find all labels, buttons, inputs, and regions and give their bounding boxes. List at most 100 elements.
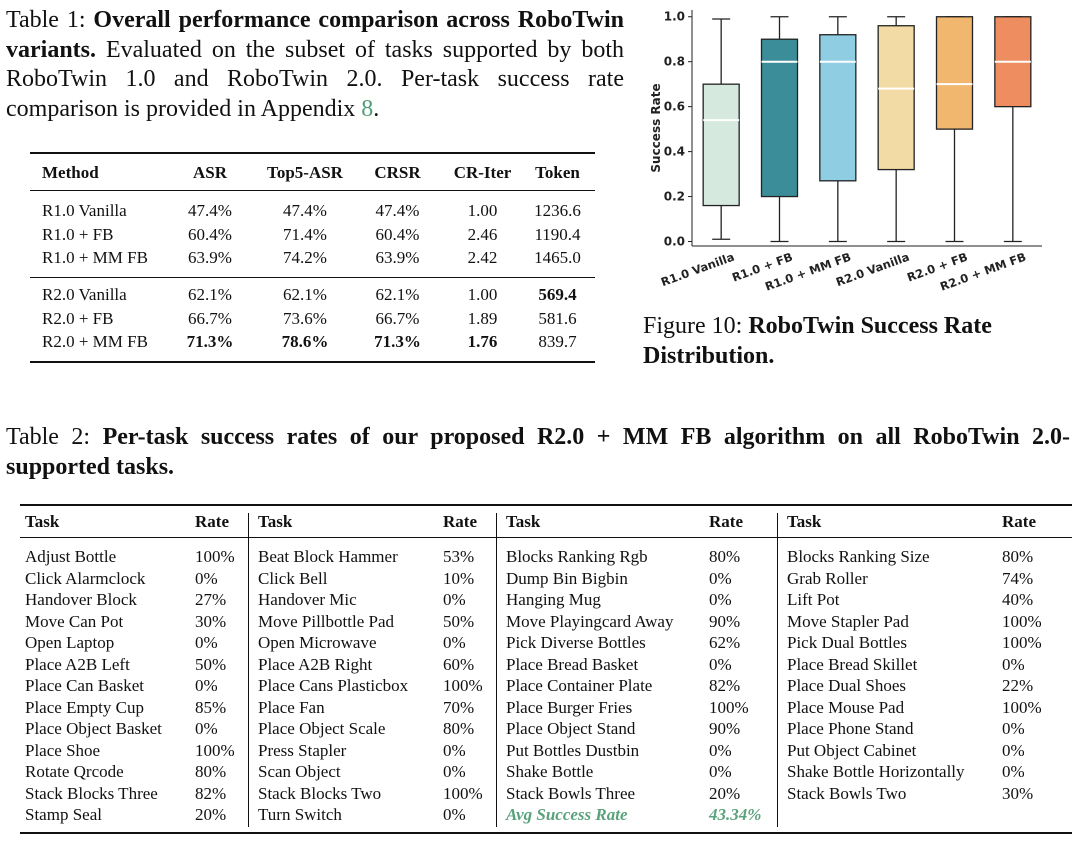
cell: ASR [192, 163, 227, 182]
cell: Place Cans Plasticbox [258, 676, 409, 695]
rule [20, 504, 1072, 506]
cell: R1.0 + MM FB [42, 248, 148, 267]
cell: 0% [443, 740, 466, 760]
cell: 0% [1002, 762, 1025, 781]
cell: Rotate Qrcode [25, 762, 124, 781]
cell: R1.0 + FB [42, 224, 114, 244]
cell: 1.00 [467, 201, 498, 220]
rule [777, 513, 778, 827]
cell: 0% [1002, 740, 1025, 760]
cell: Dump Bin Bigbin [506, 568, 628, 588]
cell: Blocks Ranking Rgb [506, 547, 648, 566]
cell: Beat Block Hammer [258, 547, 398, 566]
cell: 30% [1002, 783, 1034, 803]
box [760, 38, 799, 198]
cell: Method [42, 163, 99, 182]
cell: Grab Roller [787, 568, 868, 588]
box [819, 34, 857, 182]
cell: 1465.0 [534, 248, 581, 267]
cell: 0% [709, 654, 732, 674]
cell: 74% [1002, 568, 1034, 588]
cell: Stamp Seal [25, 805, 102, 824]
cell: Click Bell [258, 568, 328, 588]
caption-end: . [373, 95, 380, 122]
cell: Place Phone Stand [787, 719, 914, 738]
cell: Place Fan [258, 697, 325, 717]
cell: Place A2B Left [25, 654, 130, 674]
cell: 100% [195, 547, 235, 566]
cell: Press Stapler [258, 740, 347, 760]
cell: Task [25, 512, 60, 531]
caption-text: Evaluated on the subset of tasks support… [6, 36, 624, 122]
cell: Move Pillbottle Pad [258, 611, 394, 631]
caption-label: Table 1: [6, 7, 86, 33]
cell: Scan Object [258, 762, 341, 781]
cell: 62.1% [375, 285, 420, 304]
cell: Place Bread Basket [506, 654, 639, 674]
cell: Place Bread Skillet [787, 654, 918, 674]
rule [30, 277, 595, 278]
rule [30, 361, 595, 363]
rule [496, 513, 497, 827]
cell: Shake Bottle [506, 762, 594, 781]
cell: 100% [195, 740, 235, 760]
cell: Lift Pot [787, 590, 840, 609]
cell: 62% [709, 633, 741, 652]
cell: 1236.6 [534, 201, 581, 220]
appendix-ref[interactable]: 8 [361, 95, 374, 122]
cell: 100% [709, 697, 749, 717]
cell: 0% [195, 676, 218, 695]
cell: 100% [443, 676, 483, 695]
cell: 0% [709, 568, 732, 588]
cell: Stack Blocks Two [258, 783, 382, 803]
cell: Handover Mic [258, 590, 357, 609]
cell: 62.1% [188, 285, 232, 304]
cell: 30% [195, 611, 227, 631]
cell: 100% [1002, 633, 1042, 652]
cell: Place Object Basket [25, 719, 162, 738]
cell: Stack Bowls Three [506, 783, 636, 803]
cell: Hanging Mug [506, 590, 601, 609]
cell: 2.46 [467, 224, 498, 244]
rule [20, 832, 1072, 834]
cell: Handover Block [25, 590, 137, 609]
cell: 85% [195, 697, 227, 717]
cell: R2.0 + MM FB [42, 332, 148, 351]
cell: R2.0 + FB [42, 308, 114, 328]
cell: 1.76 [467, 332, 498, 351]
cell: 70% [443, 697, 475, 717]
cell: 80% [709, 547, 741, 566]
cell: 0% [195, 633, 218, 652]
cell: 80% [195, 762, 227, 781]
figure-caption: Figure 10: RoboTwin Success Rate Distrib… [643, 312, 1075, 371]
y-tick-label: 0.8 [664, 55, 685, 69]
caption-title: Overall performance comparison across Ro… [6, 7, 625, 63]
cell: Turn Switch [258, 805, 342, 824]
cell: Put Object Cabinet [787, 740, 917, 760]
cell: Place Object Stand [506, 719, 636, 738]
cell: Task [787, 512, 822, 531]
cell: 20% [195, 805, 227, 824]
cell: 78.6% [281, 332, 329, 351]
cell: 20% [709, 783, 741, 803]
cell: 569.4 [538, 285, 577, 304]
cell: 1.00 [467, 285, 498, 304]
cell: 0% [195, 568, 218, 588]
table2-caption: Table 2: Per-task success rates of our p… [6, 423, 1070, 482]
cell: Avg Success Rate [506, 805, 628, 824]
cell: Stack Bowls Two [787, 783, 907, 803]
cell: 60.4% [375, 224, 420, 244]
cell: Place Object Scale [258, 719, 386, 738]
cell: 0% [1002, 654, 1025, 674]
cell: Rate [443, 512, 477, 531]
cell: CR-Iter [453, 163, 512, 182]
cell: 22% [1002, 676, 1034, 695]
cell: Rate [195, 512, 229, 531]
box [935, 16, 974, 130]
cell: Top5-ASR [267, 163, 343, 182]
cell: Open Laptop [25, 633, 115, 652]
cell: 43.34% [709, 805, 762, 824]
rule [30, 152, 595, 154]
cell: Move Can Pot [25, 611, 124, 631]
